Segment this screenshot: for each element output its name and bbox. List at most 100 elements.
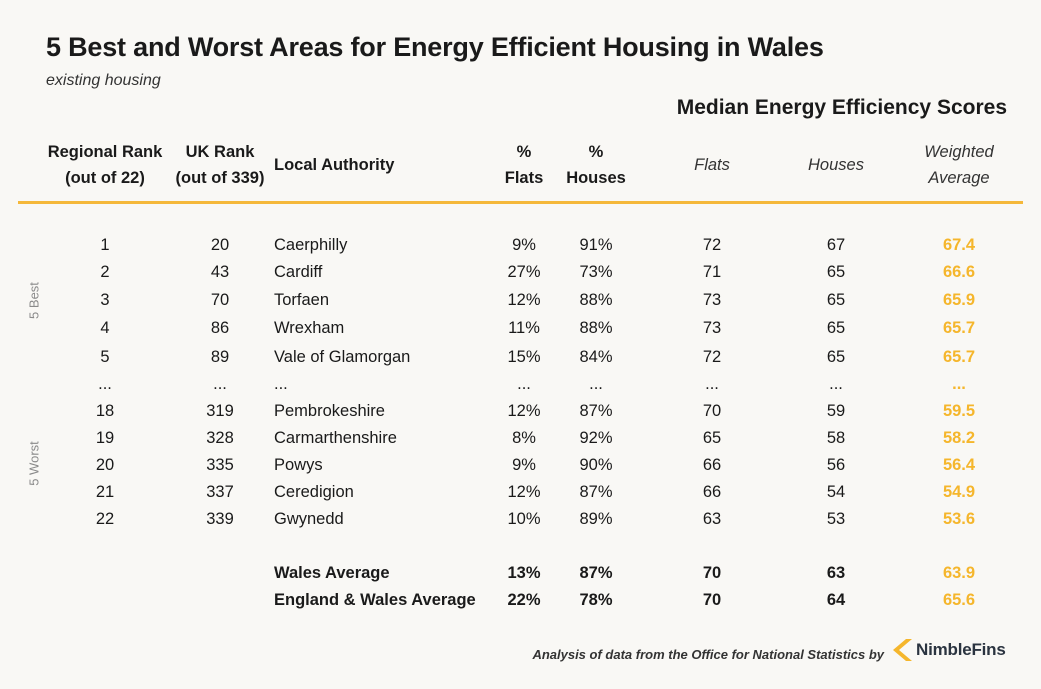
weighted-average-cell: 67.4 bbox=[942, 236, 976, 254]
table-row: 3 70 Torfaen 12% 88% 73 65 65.9 bbox=[0, 287, 1041, 314]
header-regional-rank: Regional Rank (out of 22) bbox=[47, 143, 163, 187]
table-row: 22 339 Gwynedd 10% 89% 63 53 53.6 bbox=[0, 506, 1041, 533]
local-authority-cell: Gwynedd bbox=[274, 510, 344, 528]
pct-flats-cell: 9% bbox=[512, 456, 536, 474]
flats-score-cell: 73 bbox=[702, 319, 722, 337]
table-row: 21 337 Ceredigion 12% 87% 66 54 54.9 bbox=[0, 479, 1041, 506]
table-row: 19 328 Carmarthenshire 8% 92% 65 58 58.2 bbox=[0, 425, 1041, 452]
flats-score-cell: 66 bbox=[702, 456, 722, 474]
pct-flats-cell: 10% bbox=[507, 510, 541, 528]
local-authority-cell: Wales Average bbox=[274, 564, 390, 582]
header-uk-rank: UK Rank (out of 339) bbox=[175, 143, 265, 187]
table-row: 1 20 Caerphilly 9% 91% 72 67 67.4 bbox=[0, 232, 1041, 259]
brand-logo: NimbleFins bbox=[892, 639, 1006, 661]
pct-flats-cell: 13% bbox=[507, 564, 541, 582]
weighted-average-cell: 54.9 bbox=[942, 483, 976, 501]
table-row: ........................ bbox=[0, 371, 1041, 398]
houses-score-cell: 54 bbox=[826, 483, 846, 501]
chart-title: 5 Best and Worst Areas for Energy Effici… bbox=[46, 32, 824, 62]
pct-flats-cell: 12% bbox=[507, 483, 541, 501]
weighted-average-cell: 65.7 bbox=[942, 348, 976, 366]
weighted-average-cell: 65.9 bbox=[942, 291, 976, 309]
flats-score-cell: ... bbox=[705, 375, 719, 393]
pct-houses-cell: 84% bbox=[579, 348, 613, 366]
table-row: 2 43 Cardiff 27% 73% 71 65 66.6 bbox=[0, 259, 1041, 286]
header-weighted-average: Weighted Average bbox=[924, 143, 994, 187]
pct-houses-cell: 87% bbox=[579, 483, 613, 501]
local-authority-cell: Wrexham bbox=[274, 319, 345, 337]
weighted-average-cell: 59.5 bbox=[942, 402, 976, 420]
regional-rank-cell: ... bbox=[98, 375, 112, 393]
local-authority-cell: Powys bbox=[274, 456, 323, 474]
pct-houses-cell: 87% bbox=[579, 402, 613, 420]
houses-score-cell: 63 bbox=[826, 564, 846, 582]
local-authority-cell: Carmarthenshire bbox=[274, 429, 397, 447]
regional-rank-cell: 22 bbox=[95, 510, 115, 528]
local-authority-cell: Ceredigion bbox=[274, 483, 354, 501]
houses-score-cell: 53 bbox=[826, 510, 846, 528]
houses-score-cell: 64 bbox=[826, 591, 846, 609]
weighted-average-cell: 65.6 bbox=[942, 591, 976, 609]
weighted-average-cell: ... bbox=[952, 375, 966, 393]
header-flats: Flats bbox=[694, 156, 730, 174]
pct-flats-cell: 8% bbox=[512, 429, 536, 447]
flats-score-cell: 73 bbox=[702, 291, 722, 309]
summary-row: England & Wales Average 22% 78% 70 64 65.6 bbox=[0, 587, 1041, 614]
local-authority-cell: England & Wales Average bbox=[274, 591, 476, 609]
brand-name: NimbleFins bbox=[916, 640, 1006, 659]
uk-rank-cell: 20 bbox=[210, 236, 230, 254]
regional-rank-cell: 18 bbox=[95, 402, 115, 420]
weighted-average-cell: 56.4 bbox=[942, 456, 976, 474]
table-row: 20 335 Powys 9% 90% 66 56 56.4 bbox=[0, 452, 1041, 479]
houses-score-cell: 58 bbox=[826, 429, 846, 447]
flats-score-cell: 72 bbox=[702, 348, 722, 366]
weighted-average-cell: 66.6 bbox=[942, 263, 976, 281]
pct-flats-cell: 12% bbox=[507, 402, 541, 420]
header-local-authority: Local Authority bbox=[274, 156, 395, 174]
pct-houses-cell: 88% bbox=[579, 319, 613, 337]
weighted-average-cell: 65.7 bbox=[942, 319, 976, 337]
uk-rank-cell: 86 bbox=[210, 319, 230, 337]
header-pct-flats: % Flats bbox=[504, 143, 544, 187]
houses-score-cell: 67 bbox=[826, 236, 846, 254]
group-header: Median Energy Efficiency Scores bbox=[676, 96, 1007, 119]
pct-houses-cell: ... bbox=[589, 375, 603, 393]
nimblefins-chevron-icon bbox=[893, 639, 912, 661]
flats-score-cell: 71 bbox=[702, 263, 722, 281]
regional-rank-cell: 4 bbox=[100, 319, 110, 337]
header-houses: Houses bbox=[808, 156, 864, 174]
local-authority-cell: Torfaen bbox=[274, 291, 330, 309]
weighted-average-cell: 58.2 bbox=[942, 429, 976, 447]
summary-row: Wales Average 13% 87% 70 63 63.9 bbox=[0, 560, 1041, 587]
pct-houses-cell: 91% bbox=[579, 236, 613, 254]
pct-houses-cell: 78% bbox=[579, 591, 613, 609]
uk-rank-cell: ... bbox=[213, 375, 227, 393]
pct-flats-cell: 9% bbox=[512, 236, 536, 254]
flats-score-cell: 65 bbox=[702, 429, 722, 447]
houses-score-cell: 56 bbox=[826, 456, 846, 474]
regional-rank-cell: 2 bbox=[100, 263, 110, 281]
houses-score-cell: 59 bbox=[826, 402, 846, 420]
flats-score-cell: 72 bbox=[702, 236, 722, 254]
table-row: 5 89 Vale of Glamorgan 15% 84% 72 65 65.7 bbox=[0, 344, 1041, 371]
pct-flats-cell: 27% bbox=[507, 263, 541, 281]
pct-houses-cell: 87% bbox=[579, 564, 613, 582]
table-row: 4 86 Wrexham 11% 88% 73 65 65.7 bbox=[0, 315, 1041, 342]
pct-houses-cell: 88% bbox=[579, 291, 613, 309]
uk-rank-cell: 319 bbox=[206, 402, 234, 420]
regional-rank-cell: 21 bbox=[95, 483, 115, 501]
flats-score-cell: 70 bbox=[702, 591, 722, 609]
local-authority-cell: ... bbox=[274, 375, 288, 393]
pct-houses-cell: 90% bbox=[579, 456, 613, 474]
footer-credit: Analysis of data from the Office for Nat… bbox=[532, 647, 884, 662]
houses-score-cell: ... bbox=[829, 375, 843, 393]
houses-score-cell: 65 bbox=[826, 263, 846, 281]
local-authority-cell: Caerphilly bbox=[274, 236, 348, 254]
regional-rank-cell: 5 bbox=[100, 348, 110, 366]
regional-rank-cell: 1 bbox=[100, 236, 110, 254]
pct-houses-cell: 89% bbox=[579, 510, 613, 528]
weighted-average-cell: 53.6 bbox=[942, 510, 976, 528]
table-row: 18 319 Pembrokeshire 12% 87% 70 59 59.5 bbox=[0, 398, 1041, 425]
pct-flats-cell: 15% bbox=[507, 348, 541, 366]
houses-score-cell: 65 bbox=[826, 319, 846, 337]
